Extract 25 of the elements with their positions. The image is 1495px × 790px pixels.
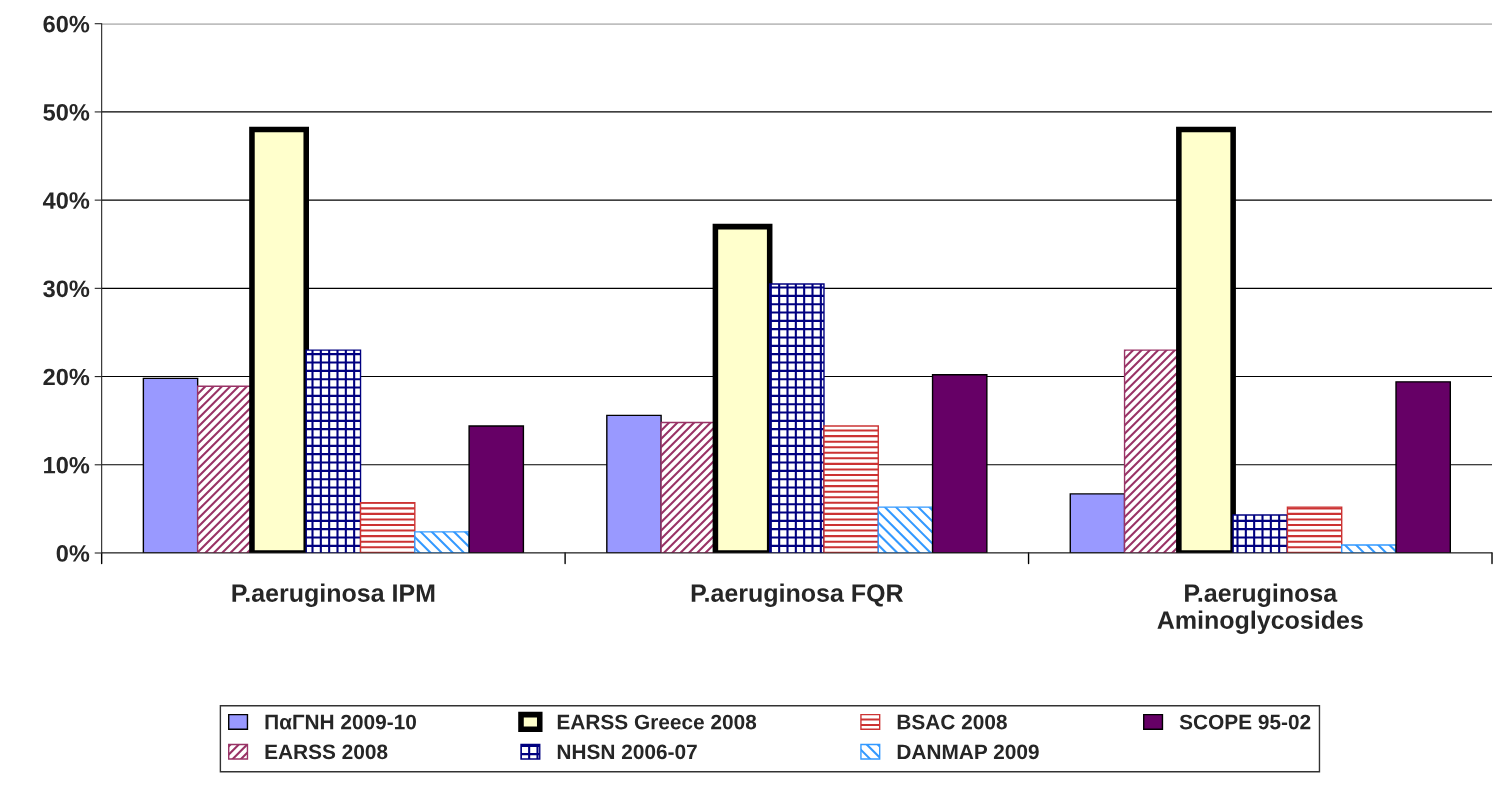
bar: [823, 425, 879, 553]
y-tick-label: 60%: [43, 15, 90, 33]
bar: [1232, 514, 1289, 553]
legend-label: BSAC 2008: [897, 714, 1007, 730]
y-tick-label: 40%: [42, 192, 90, 209]
legend-label: EARSS Greece 2008: [557, 714, 757, 730]
legend-label: EARSS 2008: [265, 744, 388, 760]
x-tick-label: P.aeruginosa Aminoglycosides: [1157, 583, 1363, 635]
x-tick-label: P.aeruginosa IPM: [232, 583, 435, 607]
y-tick-label: 10%: [44, 456, 90, 474]
legend-label: NHSN 2006-07: [557, 744, 697, 760]
legend-label: DANMAP 2009: [897, 744, 1039, 760]
x-tick-label: P.aeruginosa FQR: [691, 583, 904, 607]
legend-label: ΠαΓΝΗ 2009-10: [265, 714, 416, 730]
y-tick-label: 20%: [43, 368, 90, 386]
y-tick-label: 30%: [43, 280, 90, 298]
y-tick-label: 50%: [43, 103, 90, 121]
legend-label: SCOPE 95-02: [1179, 714, 1311, 730]
bar: [877, 506, 934, 553]
y-tick-label: 0%: [56, 545, 90, 562]
bar: [1069, 493, 1126, 553]
bar: [414, 531, 470, 553]
bar: [1286, 506, 1343, 553]
bar: [359, 502, 416, 553]
bar: [1341, 544, 1397, 553]
